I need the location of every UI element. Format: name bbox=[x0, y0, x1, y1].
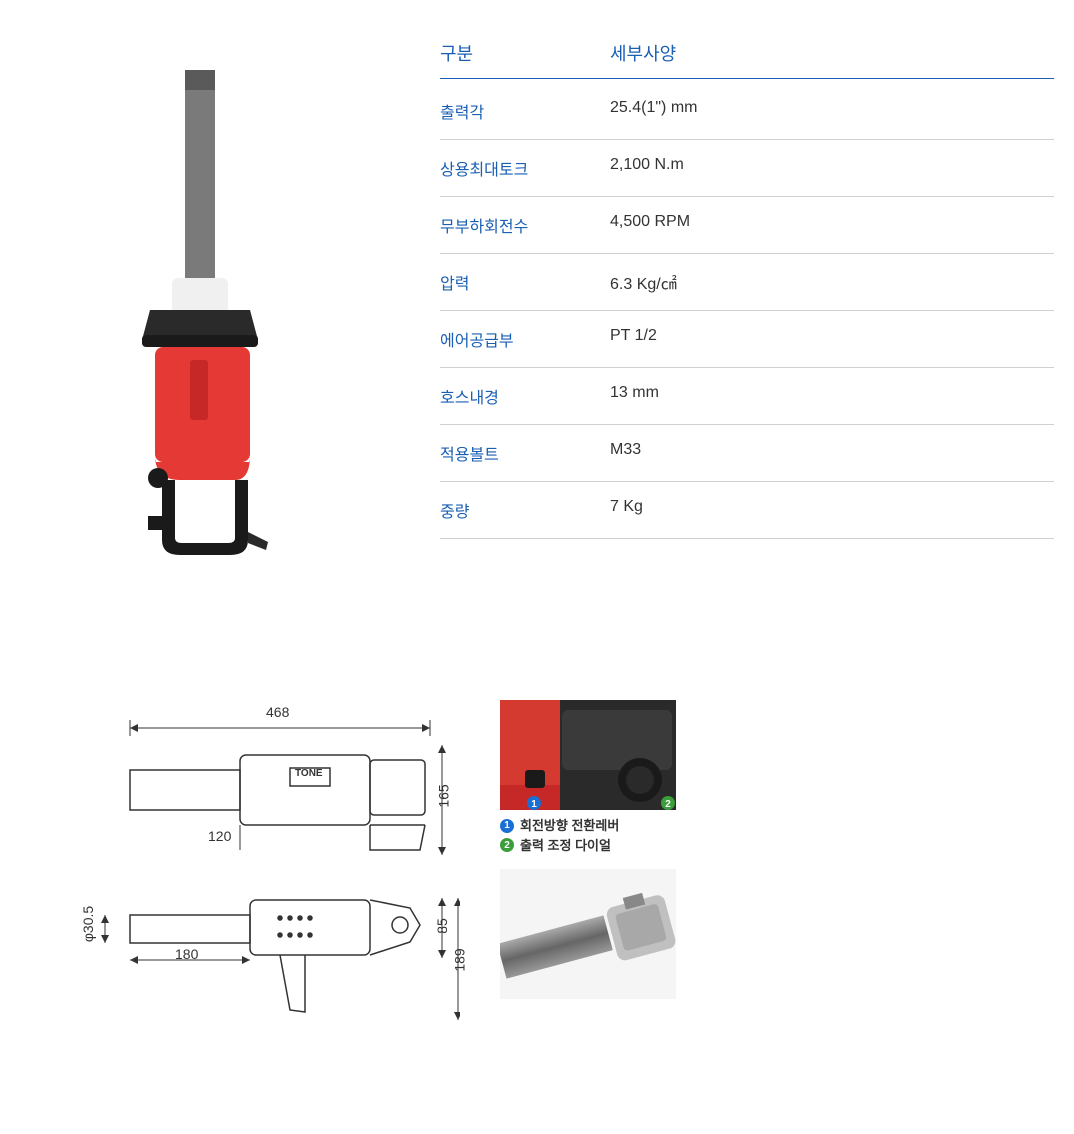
spec-value: 7 Kg bbox=[610, 498, 1054, 522]
spec-value: M33 bbox=[610, 441, 1054, 465]
spec-row: 압력6.3 Kg/㎠ bbox=[440, 254, 1054, 311]
detail-image-1: 1 2 bbox=[500, 700, 676, 810]
spec-row: 출력각25.4(1") mm bbox=[440, 83, 1054, 140]
spec-label: 적용볼트 bbox=[440, 441, 610, 465]
callout-number-1: 1 bbox=[500, 819, 514, 833]
spec-row: 호스내경13 mm bbox=[440, 368, 1054, 425]
callout-text-1: 회전방향 전환레버 bbox=[520, 816, 619, 836]
dim-width-top: 468 bbox=[266, 704, 289, 720]
spec-header-value: 세부사양 bbox=[610, 40, 1054, 66]
spec-label: 무부하회전수 bbox=[440, 213, 610, 237]
dim-height-85: 85 bbox=[434, 918, 450, 934]
dimension-diagram: 468 165 120 φ30.5 180 85 189 TONE bbox=[80, 700, 460, 1040]
product-image bbox=[20, 40, 380, 580]
dim-height-120: 120 bbox=[208, 828, 231, 844]
spec-label: 에어공급부 bbox=[440, 327, 610, 351]
spec-label: 상용최대토크 bbox=[440, 156, 610, 180]
spec-value: 13 mm bbox=[610, 384, 1054, 408]
callout-item: 1 회전방향 전환레버 bbox=[500, 816, 680, 836]
spec-value: PT 1/2 bbox=[610, 327, 1054, 351]
spec-value: 25.4(1") mm bbox=[610, 99, 1054, 123]
spec-row: 적용볼트M33 bbox=[440, 425, 1054, 482]
detail-area: 1 2 1 회전방향 전환레버 2 출력 조정 다이얼 bbox=[500, 700, 680, 985]
dim-length-180: 180 bbox=[175, 946, 198, 962]
dim-height-189: 189 bbox=[452, 948, 468, 971]
spec-header: 구분 세부사양 bbox=[440, 40, 1054, 79]
spec-label: 압력 bbox=[440, 270, 610, 294]
callout-list: 1 회전방향 전환레버 2 출력 조정 다이얼 bbox=[500, 816, 680, 855]
spec-table: 구분 세부사양 출력각25.4(1") mm 상용최대토크2,100 N.m 무… bbox=[440, 40, 1054, 539]
spec-header-label: 구분 bbox=[440, 40, 610, 66]
spec-label: 호스내경 bbox=[440, 384, 610, 408]
svg-text:2: 2 bbox=[665, 799, 671, 810]
callout-number-2: 2 bbox=[500, 838, 514, 852]
callout-text-2: 출력 조정 다이얼 bbox=[520, 836, 611, 856]
spec-value: 4,500 RPM bbox=[610, 213, 1054, 237]
spec-value: 2,100 N.m bbox=[610, 156, 1054, 180]
spec-value: 6.3 Kg/㎠ bbox=[610, 270, 1054, 294]
spec-row: 무부하회전수4,500 RPM bbox=[440, 197, 1054, 254]
brand-label: TONE bbox=[295, 768, 323, 779]
spec-row: 에어공급부PT 1/2 bbox=[440, 311, 1054, 368]
spec-row: 상용최대토크2,100 N.m bbox=[440, 140, 1054, 197]
detail-image-2 bbox=[500, 869, 676, 979]
dim-height-165: 165 bbox=[436, 784, 452, 807]
spec-row: 중량7 Kg bbox=[440, 482, 1054, 539]
callout-item: 2 출력 조정 다이얼 bbox=[500, 836, 680, 856]
spec-label: 출력각 bbox=[440, 99, 610, 123]
dim-diameter: φ30.5 bbox=[80, 906, 96, 942]
svg-text:1: 1 bbox=[531, 799, 537, 810]
spec-label: 중량 bbox=[440, 498, 610, 522]
